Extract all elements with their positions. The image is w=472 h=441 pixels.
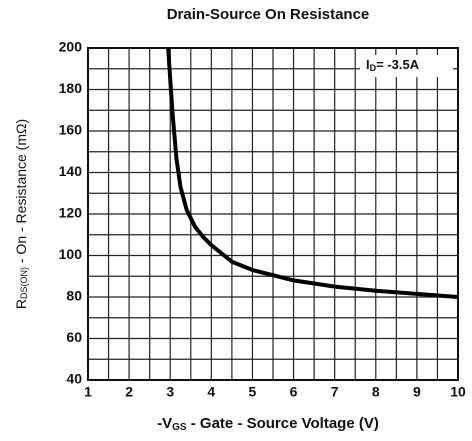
x-tick-label: 9 xyxy=(413,384,421,400)
annotation-sub: D xyxy=(370,63,377,73)
y-tick-label: 40 xyxy=(66,371,82,387)
y-label-rest: - On - Resistance (mΩ) xyxy=(13,119,29,267)
y-axis-label: RDS(ON) - On - Resistance (mΩ) xyxy=(13,119,30,309)
x-label-rest: - Gate - Source Voltage (V) xyxy=(187,415,379,432)
plot-frame xyxy=(87,47,459,381)
y-tick-label: 200 xyxy=(59,39,83,55)
y-tick-label: 80 xyxy=(66,288,82,304)
annotation: ID= -3.5A xyxy=(366,57,420,73)
y-tick-label: 100 xyxy=(59,246,83,262)
x-tick-label: 1 xyxy=(84,384,92,400)
x-tick-label: 10 xyxy=(450,384,466,400)
x-tick-label: 6 xyxy=(290,384,298,400)
y-tick-label: 160 xyxy=(59,122,83,138)
x-tick-label: 7 xyxy=(331,384,339,400)
x-tick-label: 2 xyxy=(125,384,133,400)
y-tick-label: 60 xyxy=(66,329,82,345)
y-tick-label: 180 xyxy=(59,80,83,96)
x-label-main: -V xyxy=(157,415,172,432)
annotation-rest: = -3.5A xyxy=(376,57,420,72)
x-tick-label: 8 xyxy=(372,384,380,400)
line-series xyxy=(166,47,459,299)
y-label-sub: DS(ON) xyxy=(19,267,29,299)
x-tick-label: 3 xyxy=(166,384,174,400)
y-tick-label: 120 xyxy=(59,205,83,221)
annotation-main: I xyxy=(366,57,370,72)
x-label-sub: GS xyxy=(172,422,187,433)
y-tick-label: 140 xyxy=(59,163,83,179)
x-tick-label: 4 xyxy=(207,384,215,400)
x-axis-label: -VGS - Gate - Source Voltage (V) xyxy=(157,415,379,433)
chart-title: Drain-Source On Resistance xyxy=(167,6,370,23)
y-label-main: R xyxy=(13,299,29,309)
annotation-box xyxy=(360,55,453,77)
x-tick-label: 5 xyxy=(249,384,257,400)
